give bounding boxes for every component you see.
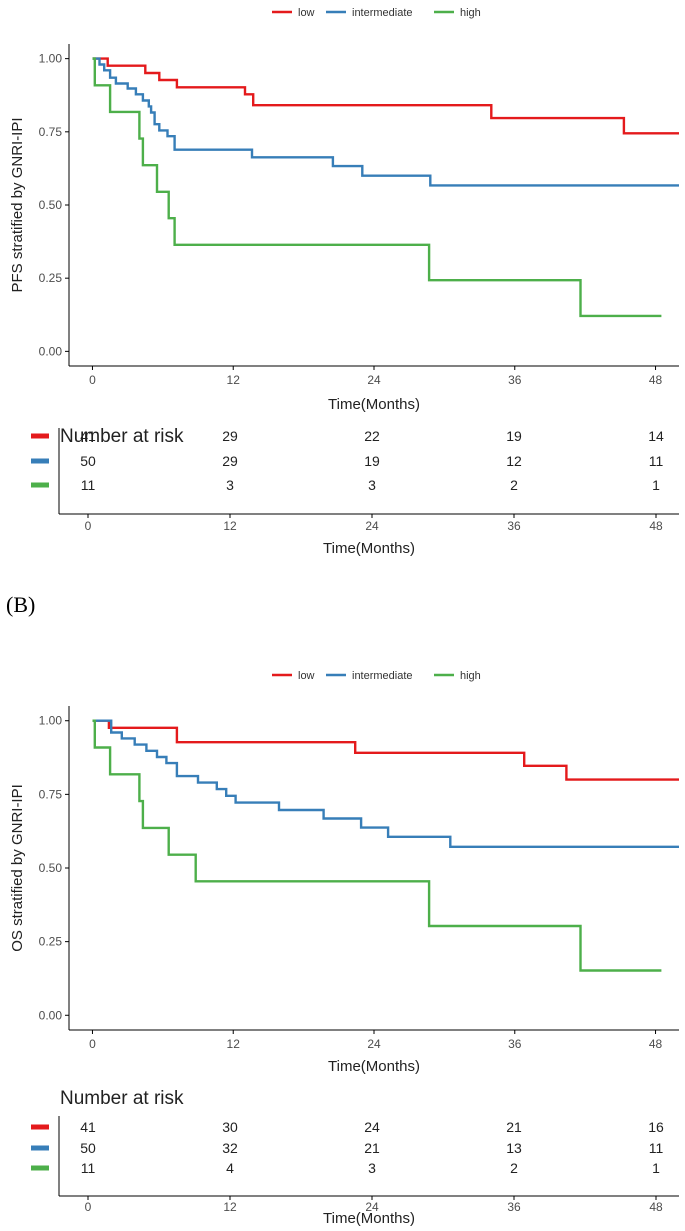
risk-count-low: 21 [506, 1119, 522, 1135]
risk-x-tick-label: 36 [507, 519, 521, 533]
panel-b-label: (B) [6, 592, 36, 617]
x-tick-label: 48 [649, 373, 663, 387]
legend-label-high: high [460, 670, 481, 682]
y-tick-label: 0.75 [39, 125, 63, 139]
risk-table-title: Number at risk [60, 426, 184, 447]
risk-count-low: 41 [80, 428, 96, 444]
legend-label-intermediate: intermediate [352, 670, 413, 682]
survival-curve-intermediate [92, 719, 679, 848]
risk-count-intermediate: 32 [222, 1140, 238, 1156]
risk-count-high: 3 [368, 1160, 376, 1176]
risk-count-high: 4 [226, 1160, 234, 1176]
risk-x-tick-label: 36 [507, 1200, 521, 1214]
x-tick-label: 48 [649, 1037, 663, 1051]
risk-count-high: 2 [510, 1160, 518, 1176]
y-tick-label: 0.25 [39, 271, 63, 285]
risk-count-high: 2 [510, 477, 518, 493]
risk-count-low: 19 [506, 428, 522, 444]
risk-x-axis-title: Time(Months) [323, 1210, 415, 1226]
risk-count-intermediate: 11 [649, 453, 664, 469]
x-tick-label: 24 [367, 373, 381, 387]
x-tick-label: 36 [508, 1037, 522, 1051]
risk-count-high: 11 [81, 477, 96, 493]
legend-label-low: low [298, 7, 315, 19]
risk-x-tick-label: 48 [649, 1200, 663, 1214]
y-tick-label: 0.75 [39, 787, 63, 801]
risk-x-tick-label: 12 [223, 519, 237, 533]
y-tick-label: 1.00 [39, 714, 63, 728]
survival-curve-high [92, 57, 662, 318]
x-axis-title: Time(Months) [328, 396, 420, 413]
risk-count-intermediate: 19 [364, 453, 380, 469]
risk-x-tick-label: 12 [223, 1200, 237, 1214]
y-tick-label: 1.00 [39, 52, 63, 66]
survival-curve-low [92, 57, 679, 135]
x-tick-label: 24 [367, 1037, 381, 1051]
x-tick-label: 12 [227, 373, 241, 387]
risk-count-intermediate: 21 [364, 1140, 380, 1156]
risk-count-high: 1 [652, 477, 660, 493]
survival-curve-high [92, 719, 662, 972]
y-axis-title: PFS stratified by GNRI-IPI [9, 117, 26, 292]
legend-label-intermediate: intermediate [352, 7, 413, 19]
risk-count-high: 3 [226, 477, 234, 493]
risk-count-intermediate: 50 [80, 1140, 96, 1156]
risk-count-low: 41 [80, 1119, 96, 1135]
risk-x-tick-label: 24 [365, 1200, 379, 1214]
x-axis-title: Time(Months) [328, 1058, 420, 1075]
risk-x-tick-label: 0 [85, 519, 92, 533]
risk-count-low: 29 [222, 428, 238, 444]
risk-count-high: 3 [368, 477, 376, 493]
x-tick-label: 0 [89, 373, 96, 387]
y-tick-label: 0.50 [39, 198, 63, 212]
km-panel-os: low intermediate high 0.00 0.25 0.50 0.75 1.00 0… [9, 670, 679, 1227]
legend-label-high: high [460, 7, 481, 19]
risk-count-low: 14 [648, 428, 664, 444]
km-panel-pfs: low intermediate high 0.00 0.25 0.50 0.75 1.00 0… [9, 7, 679, 557]
risk-x-tick-label: 0 [85, 1200, 92, 1214]
risk-x-tick-label: 48 [649, 519, 663, 533]
y-tick-label: 0.00 [39, 1008, 63, 1022]
y-tick-label: 0.50 [39, 861, 63, 875]
y-axis-title: OS stratified by GNRI-IPI [9, 784, 26, 952]
risk-count-low: 24 [364, 1119, 380, 1135]
risk-count-low: 30 [222, 1119, 238, 1135]
risk-x-tick-label: 24 [365, 519, 379, 533]
risk-count-low: 22 [364, 428, 380, 444]
risk-table-title: Number at risk [60, 1088, 184, 1109]
risk-count-low: 16 [648, 1119, 664, 1135]
survival-curve-low [92, 719, 679, 781]
risk-count-intermediate: 13 [506, 1140, 522, 1156]
x-tick-label: 12 [227, 1037, 241, 1051]
y-tick-label: 0.00 [39, 344, 63, 358]
risk-count-intermediate: 50 [80, 453, 96, 469]
x-tick-label: 0 [89, 1037, 96, 1051]
risk-x-axis-title: Time(Months) [323, 540, 415, 557]
risk-count-intermediate: 12 [506, 453, 522, 469]
survival-curve-intermediate [92, 57, 679, 187]
x-tick-label: 36 [508, 373, 522, 387]
risk-count-high: 11 [81, 1160, 96, 1176]
risk-count-intermediate: 11 [649, 1140, 664, 1156]
legend-label-low: low [298, 670, 315, 682]
y-tick-label: 0.25 [39, 935, 63, 949]
risk-count-intermediate: 29 [222, 453, 238, 469]
risk-count-high: 1 [652, 1160, 660, 1176]
